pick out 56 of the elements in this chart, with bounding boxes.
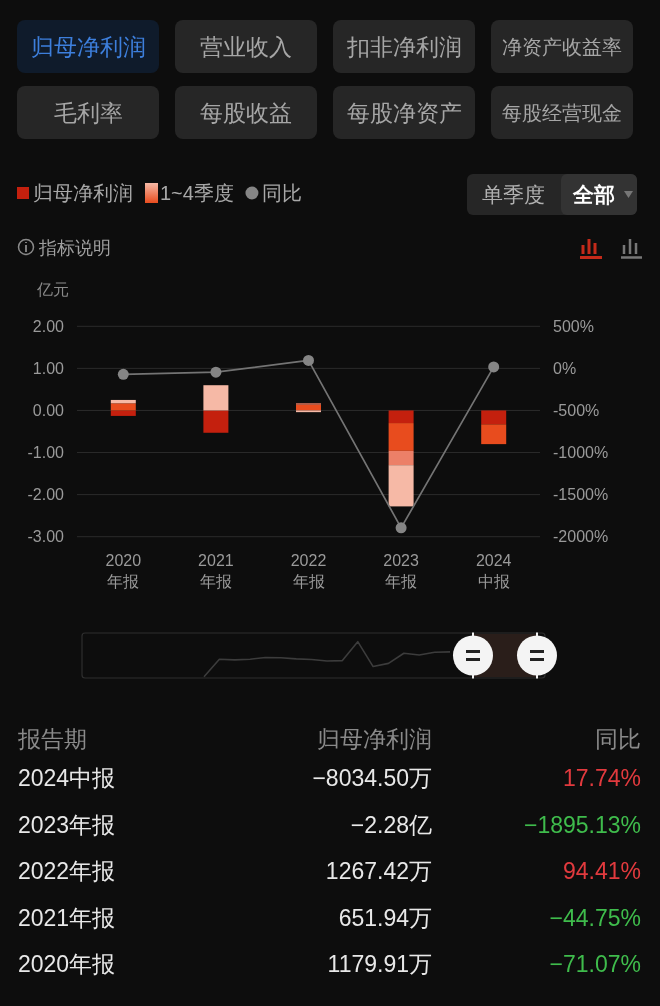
text: 指标说明	[38, 237, 111, 258]
y-tick-label: -2.00	[27, 486, 65, 504]
text: 归母净利润	[317, 726, 432, 752]
point	[395, 522, 407, 534]
text: 同比	[595, 726, 641, 752]
text: 2022年报	[18, 858, 116, 884]
legend-item: 同比	[245, 182, 302, 204]
y-tick-label: 1.00	[32, 359, 65, 377]
text: 净资产收益率	[502, 35, 622, 58]
y2-tick-label: 500%	[553, 317, 594, 335]
y-tick-label: 0.00	[32, 401, 65, 419]
y-tick-label: -1.00	[27, 444, 65, 462]
text: 每股经营现金	[502, 101, 622, 124]
y2-tick-label: -1500%	[553, 486, 609, 504]
text: −71.07%	[549, 951, 641, 977]
legend-label: 同比	[261, 182, 302, 204]
text: 扣非净利润	[345, 33, 462, 60]
y2-tick-label: -1000%	[553, 444, 609, 462]
text: −1895.13%	[523, 811, 641, 838]
x-tick-label: 2022 年报	[290, 551, 327, 590]
point	[303, 354, 314, 366]
text: 每股净资产	[346, 99, 462, 126]
text: −8034.50万	[312, 765, 432, 791]
text: −44.75%	[549, 904, 641, 931]
text: 每股收益	[200, 99, 292, 126]
text: 1267.42万	[325, 858, 432, 884]
text: 1179.91万	[327, 951, 432, 977]
text: 营业收入	[200, 33, 292, 60]
point	[210, 366, 222, 378]
text: 2023年报	[18, 811, 116, 838]
text: 全部	[572, 183, 615, 206]
y-tick-label: 2.00	[32, 317, 65, 335]
legend-item: 归母净利润	[17, 182, 133, 204]
point	[488, 361, 500, 373]
text: 2021年报	[18, 904, 116, 931]
text: −2.28亿	[350, 811, 432, 838]
legend-item: 1~4季度	[145, 182, 234, 204]
y2-tick-label: -500%	[553, 401, 600, 419]
y2-tick-label: -2000%	[553, 528, 609, 546]
x-tick-label: 2024 中报	[475, 551, 512, 590]
x-tick-label: 2023 年报	[383, 551, 419, 590]
text: 2020年报	[18, 951, 116, 977]
text: 17.74%	[562, 765, 641, 791]
x-tick-label: 2020 年报	[105, 551, 142, 590]
text: 单季度	[481, 183, 545, 206]
text: 毛利率	[53, 99, 123, 126]
y2-tick-label: 0%	[553, 359, 577, 377]
text: 2024中报	[18, 765, 116, 791]
y-axis-title: 亿元	[36, 281, 69, 298]
text: 报告期	[17, 726, 87, 752]
x-tick-label: 2021 年报	[198, 551, 234, 590]
text: 归母净利润	[30, 33, 146, 60]
y-tick-label: -3.00	[27, 528, 65, 546]
text: 651.94万	[338, 904, 432, 931]
text: 94.41%	[562, 858, 641, 884]
point	[117, 368, 129, 380]
